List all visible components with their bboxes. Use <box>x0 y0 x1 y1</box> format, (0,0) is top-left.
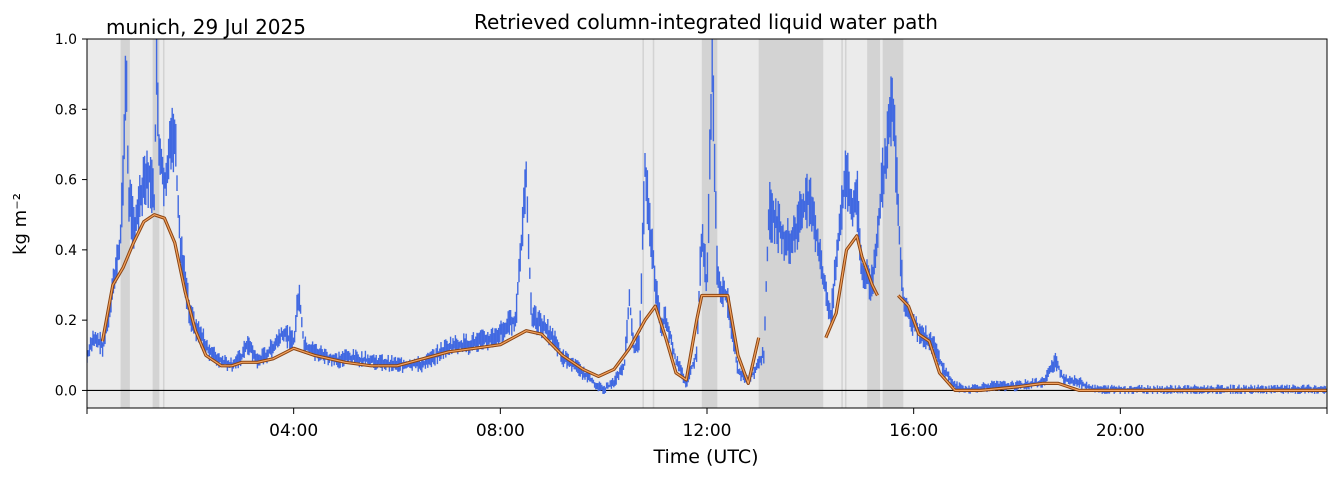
smoothed-line <box>897 295 1327 391</box>
x-tick-label: 12:00 <box>683 421 732 441</box>
y-tick-label: 0.0 <box>55 383 77 399</box>
flag-band <box>120 39 130 408</box>
y-axis-label: kg m⁻² <box>10 193 31 255</box>
y-tick-label: 0.6 <box>55 173 77 189</box>
x-axis-label: Time (UTC) <box>652 446 758 468</box>
flag-band <box>652 39 655 408</box>
chart-subtitle: munich, 29 Jul 2025 <box>106 15 306 39</box>
raw-series-group <box>87 39 1327 394</box>
plot-area <box>87 39 1327 408</box>
x-tick-label: 08:00 <box>476 421 525 441</box>
y-tick-label: 0.8 <box>55 102 77 118</box>
x-tick-label: 04:00 <box>269 421 318 441</box>
chart-title: Retrieved column-integrated liquid water… <box>474 10 938 34</box>
axes: 04:00 08:00 12:00 16:00 20:00 0.0 0.2 0.4 0.6 0.8… <box>55 32 1328 441</box>
x-tick-label: 16:00 <box>889 421 938 441</box>
y-tick-label: 1.0 <box>55 32 77 48</box>
smoothed-line <box>825 235 879 338</box>
y-tick-label: 0.4 <box>55 243 77 259</box>
smoothed-line <box>101 214 760 384</box>
flag-band <box>701 39 718 408</box>
flag-band <box>152 39 160 408</box>
flag-band <box>867 39 881 408</box>
flag-band <box>882 39 904 408</box>
x-tick-label: 20:00 <box>1096 421 1145 441</box>
y-tick-label: 0.2 <box>55 313 77 329</box>
flag-band <box>844 39 847 408</box>
flag-band <box>162 39 165 408</box>
